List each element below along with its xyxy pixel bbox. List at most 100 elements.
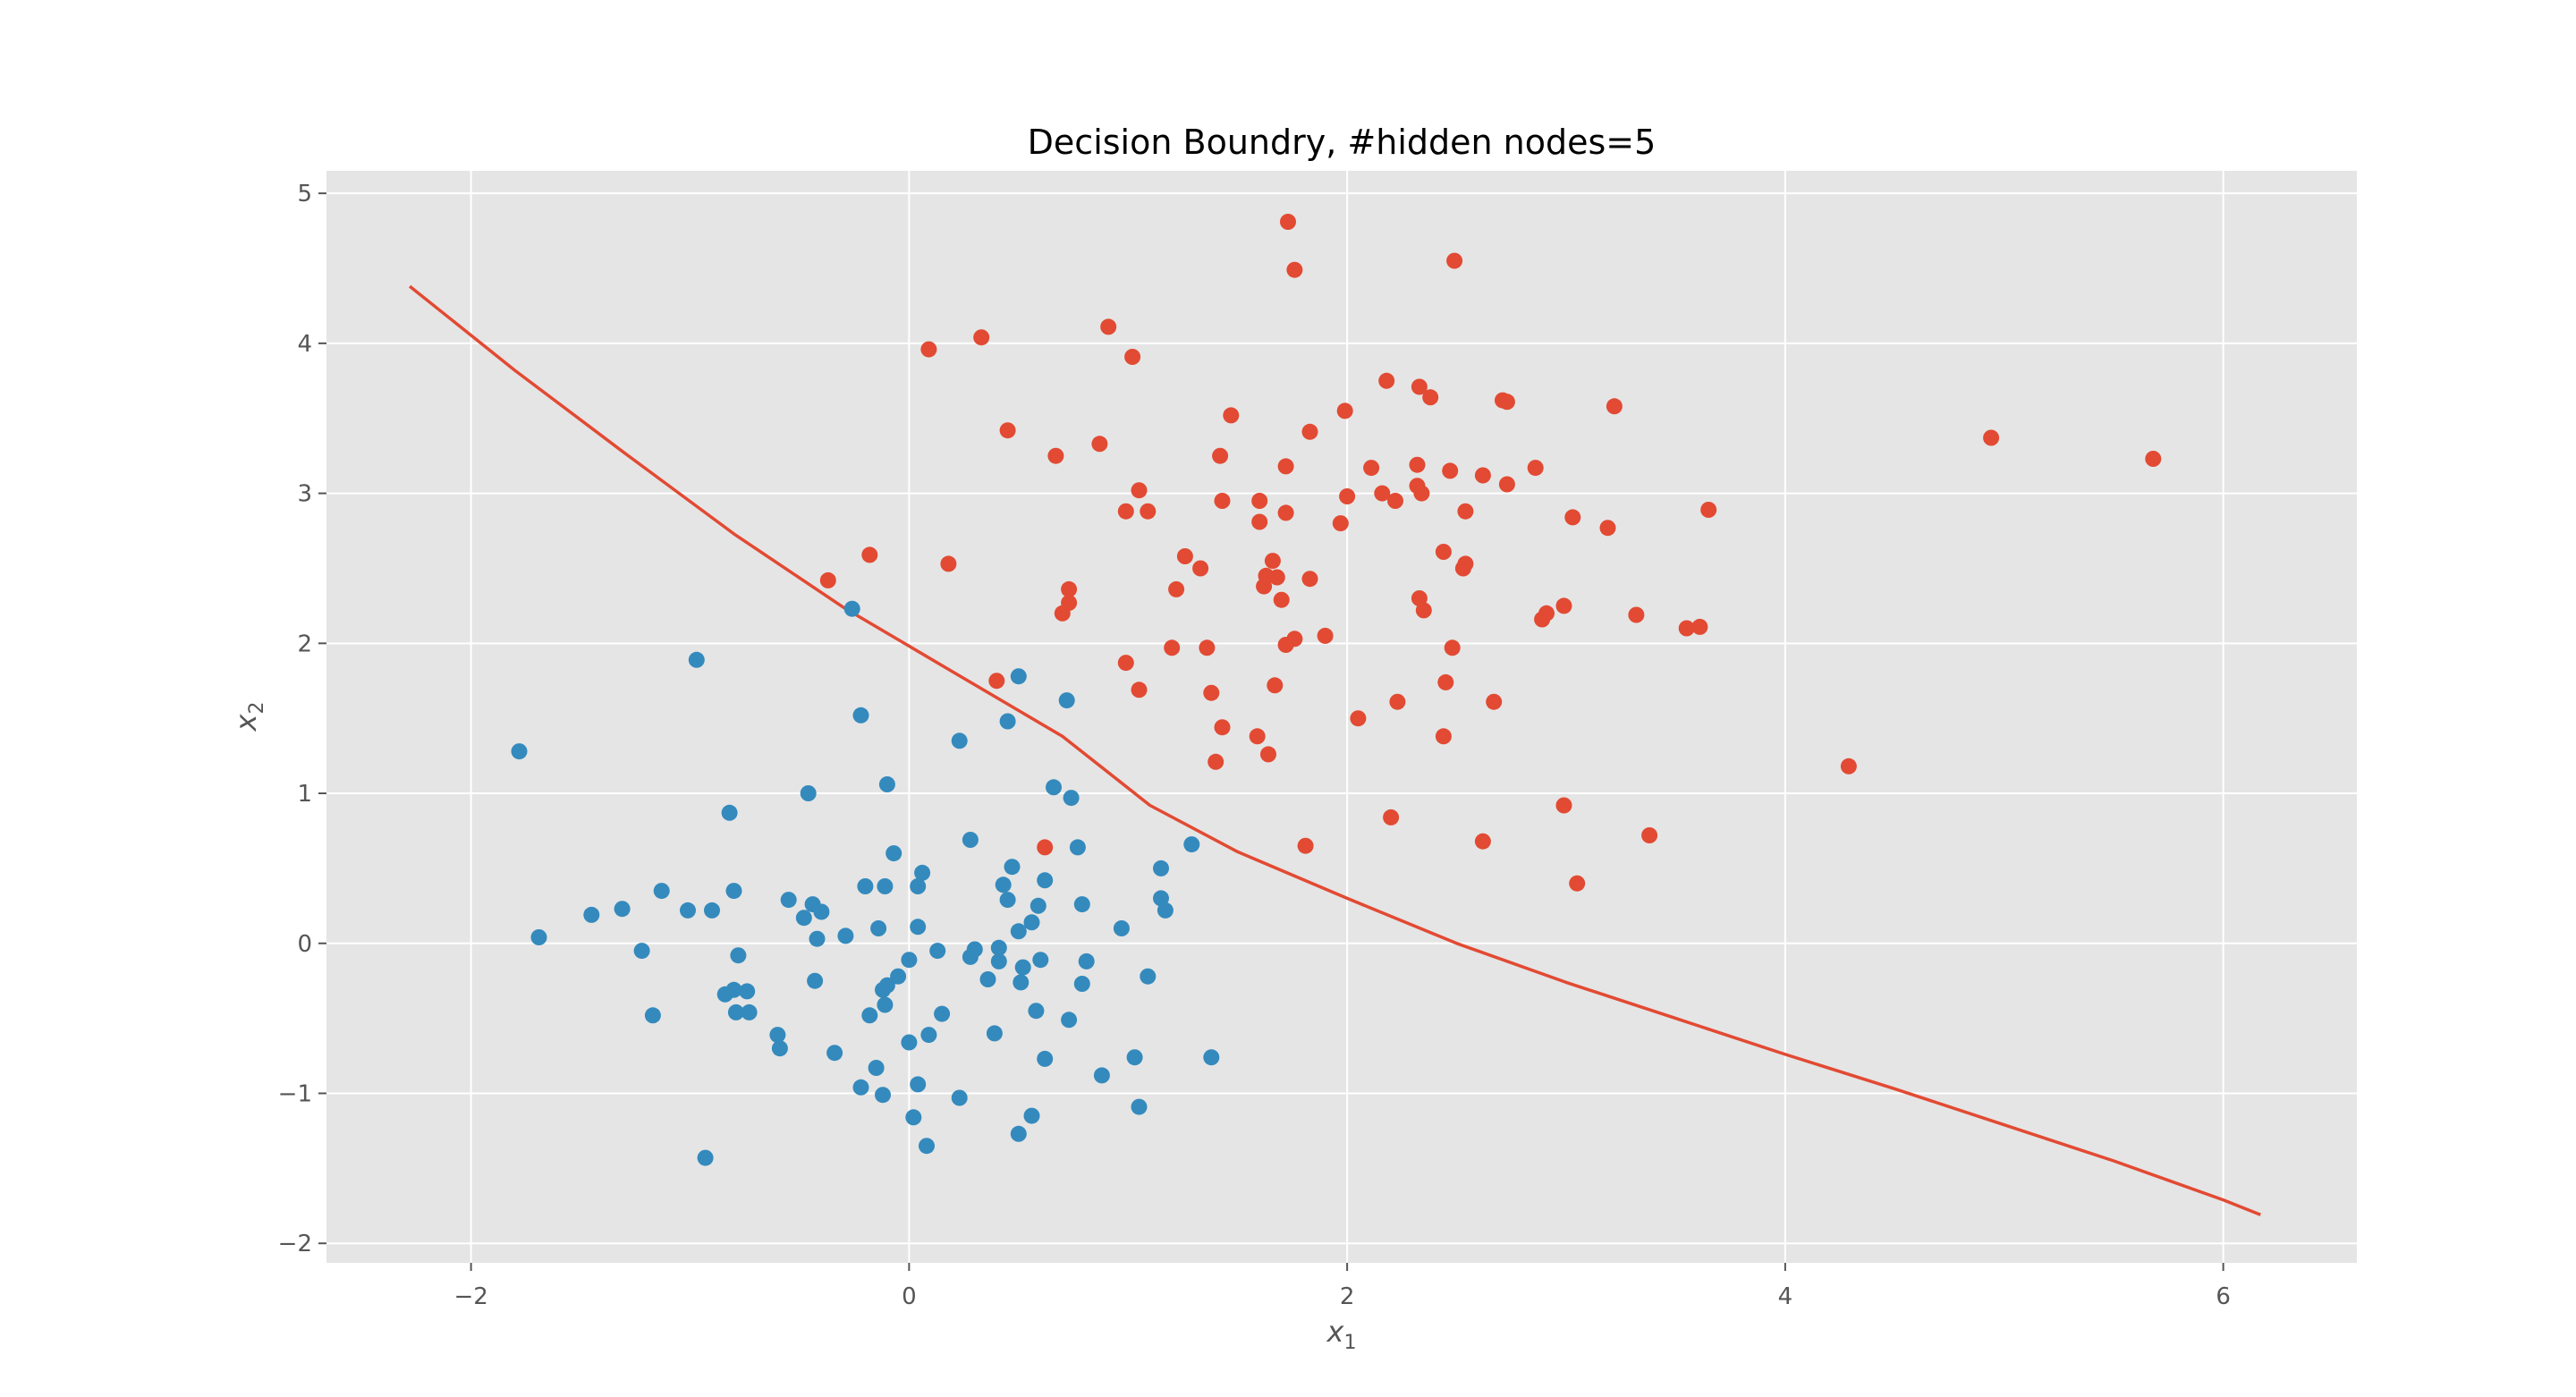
class-0-point	[999, 892, 1016, 909]
class-0-point	[852, 1079, 869, 1096]
class-0-point	[886, 845, 902, 862]
class-0-point	[1093, 1067, 1110, 1084]
decision-boundary-line	[409, 284, 2261, 1216]
class-0-point	[990, 952, 1007, 969]
boundary-layer	[409, 284, 2261, 1216]
class-0-point	[919, 1138, 935, 1155]
class-1-point	[1555, 597, 1572, 614]
class-1-point	[1164, 639, 1181, 656]
class-0-point	[951, 732, 968, 749]
class-1-point	[1273, 591, 1290, 608]
class-0-point	[1013, 974, 1030, 991]
class-0-point	[843, 600, 860, 617]
class-0-point	[614, 901, 631, 918]
class-0-point	[780, 892, 797, 909]
class-0-point	[995, 876, 1012, 893]
class-0-point	[1010, 668, 1027, 685]
class-1-point	[1383, 809, 1400, 826]
class-1-point	[1486, 693, 1503, 710]
class-1-point	[1446, 252, 1463, 269]
x-axis-label-subscript: 1	[1343, 1332, 1356, 1354]
class-0-point	[1157, 902, 1174, 919]
class-1-point	[1301, 571, 1318, 588]
class-0-point	[511, 743, 528, 760]
class-1-point	[940, 555, 957, 572]
class-0-point	[986, 1025, 1003, 1042]
class-0-point	[875, 1087, 891, 1104]
class-1-point	[1457, 503, 1474, 520]
class-0-point	[771, 1040, 788, 1057]
class-0-point	[861, 1007, 878, 1024]
y-axis-label: x2	[229, 702, 268, 732]
class-1-point	[1569, 875, 1586, 892]
class-0-point	[868, 1060, 885, 1076]
class-0-point	[697, 1149, 714, 1166]
class-0-point	[870, 920, 887, 936]
class-0-point	[1183, 836, 1200, 853]
class-0-point	[644, 1007, 661, 1024]
y-tick-label: 5	[297, 181, 312, 207]
class-1-point	[1474, 833, 1491, 850]
class-1-point	[1176, 548, 1193, 564]
class-1-point	[1140, 503, 1157, 520]
class-0-point	[1023, 1107, 1040, 1124]
x-tick-label: −2	[453, 1283, 487, 1310]
class-0-point	[1126, 1049, 1143, 1066]
class-1-point	[1350, 710, 1367, 727]
y-tick-label: −2	[278, 1231, 312, 1257]
class-0-point	[901, 1034, 918, 1051]
class-0-point	[910, 1076, 927, 1093]
class-0-point	[914, 864, 931, 881]
class-0-point	[530, 929, 547, 945]
class-1-point	[1336, 402, 1353, 419]
class-0-point	[1140, 968, 1157, 985]
class-1-point	[1277, 504, 1294, 521]
class-1-point	[1599, 520, 1616, 537]
class-0-point	[680, 902, 696, 919]
class-1-point	[1983, 429, 2000, 446]
class-1-point	[1691, 618, 1708, 635]
class-0-point	[837, 927, 854, 944]
class-1-point	[1212, 447, 1229, 464]
class-1-point	[1260, 746, 1276, 763]
class-0-point	[878, 977, 895, 994]
x-axis-label: x1	[1326, 1315, 1357, 1354]
class-1-point	[1117, 655, 1134, 672]
class-1-point	[1442, 462, 1459, 479]
class-0-point	[826, 1045, 843, 1062]
class-1-point	[1498, 394, 1515, 411]
class-1-point	[1339, 488, 1356, 504]
x-tick-label: 0	[902, 1283, 917, 1310]
class-1-point	[1332, 515, 1349, 532]
class-0-point	[1010, 923, 1027, 940]
class-0-point	[1014, 959, 1031, 976]
class-0-point	[1131, 1098, 1148, 1115]
class-0-point	[800, 785, 817, 801]
y-axis-label-subscript: 2	[246, 702, 268, 715]
class-1-point	[1256, 578, 1273, 595]
y-tick-label: −1	[278, 1080, 312, 1107]
y-tick-label: 3	[297, 481, 312, 508]
class-1-point	[1192, 560, 1209, 577]
class-1-point	[1301, 423, 1318, 440]
class-0-point	[653, 883, 670, 900]
class-1-point	[1286, 261, 1303, 278]
class-0-point	[739, 983, 756, 1000]
class-1-point	[2145, 451, 2162, 467]
class-0-point	[929, 943, 946, 960]
class-1-point	[1249, 728, 1266, 745]
class-1-point	[1498, 476, 1515, 493]
class-0-point	[901, 952, 918, 969]
y-axis-ticks: −2 −1 0 1 2 3 4 5	[278, 181, 326, 1257]
class-0-point	[1073, 896, 1090, 913]
class-1-point	[1700, 502, 1717, 518]
y-tick-label: 1	[297, 781, 312, 808]
class-1-point	[1131, 682, 1148, 698]
class-1-point	[1413, 485, 1430, 502]
class-1-point	[1641, 827, 1658, 843]
class-1-point	[1199, 639, 1216, 656]
class-1-point	[1297, 837, 1314, 854]
class-0-point	[905, 1109, 922, 1126]
class-1-point	[1054, 605, 1071, 622]
class-0-point	[852, 707, 869, 724]
